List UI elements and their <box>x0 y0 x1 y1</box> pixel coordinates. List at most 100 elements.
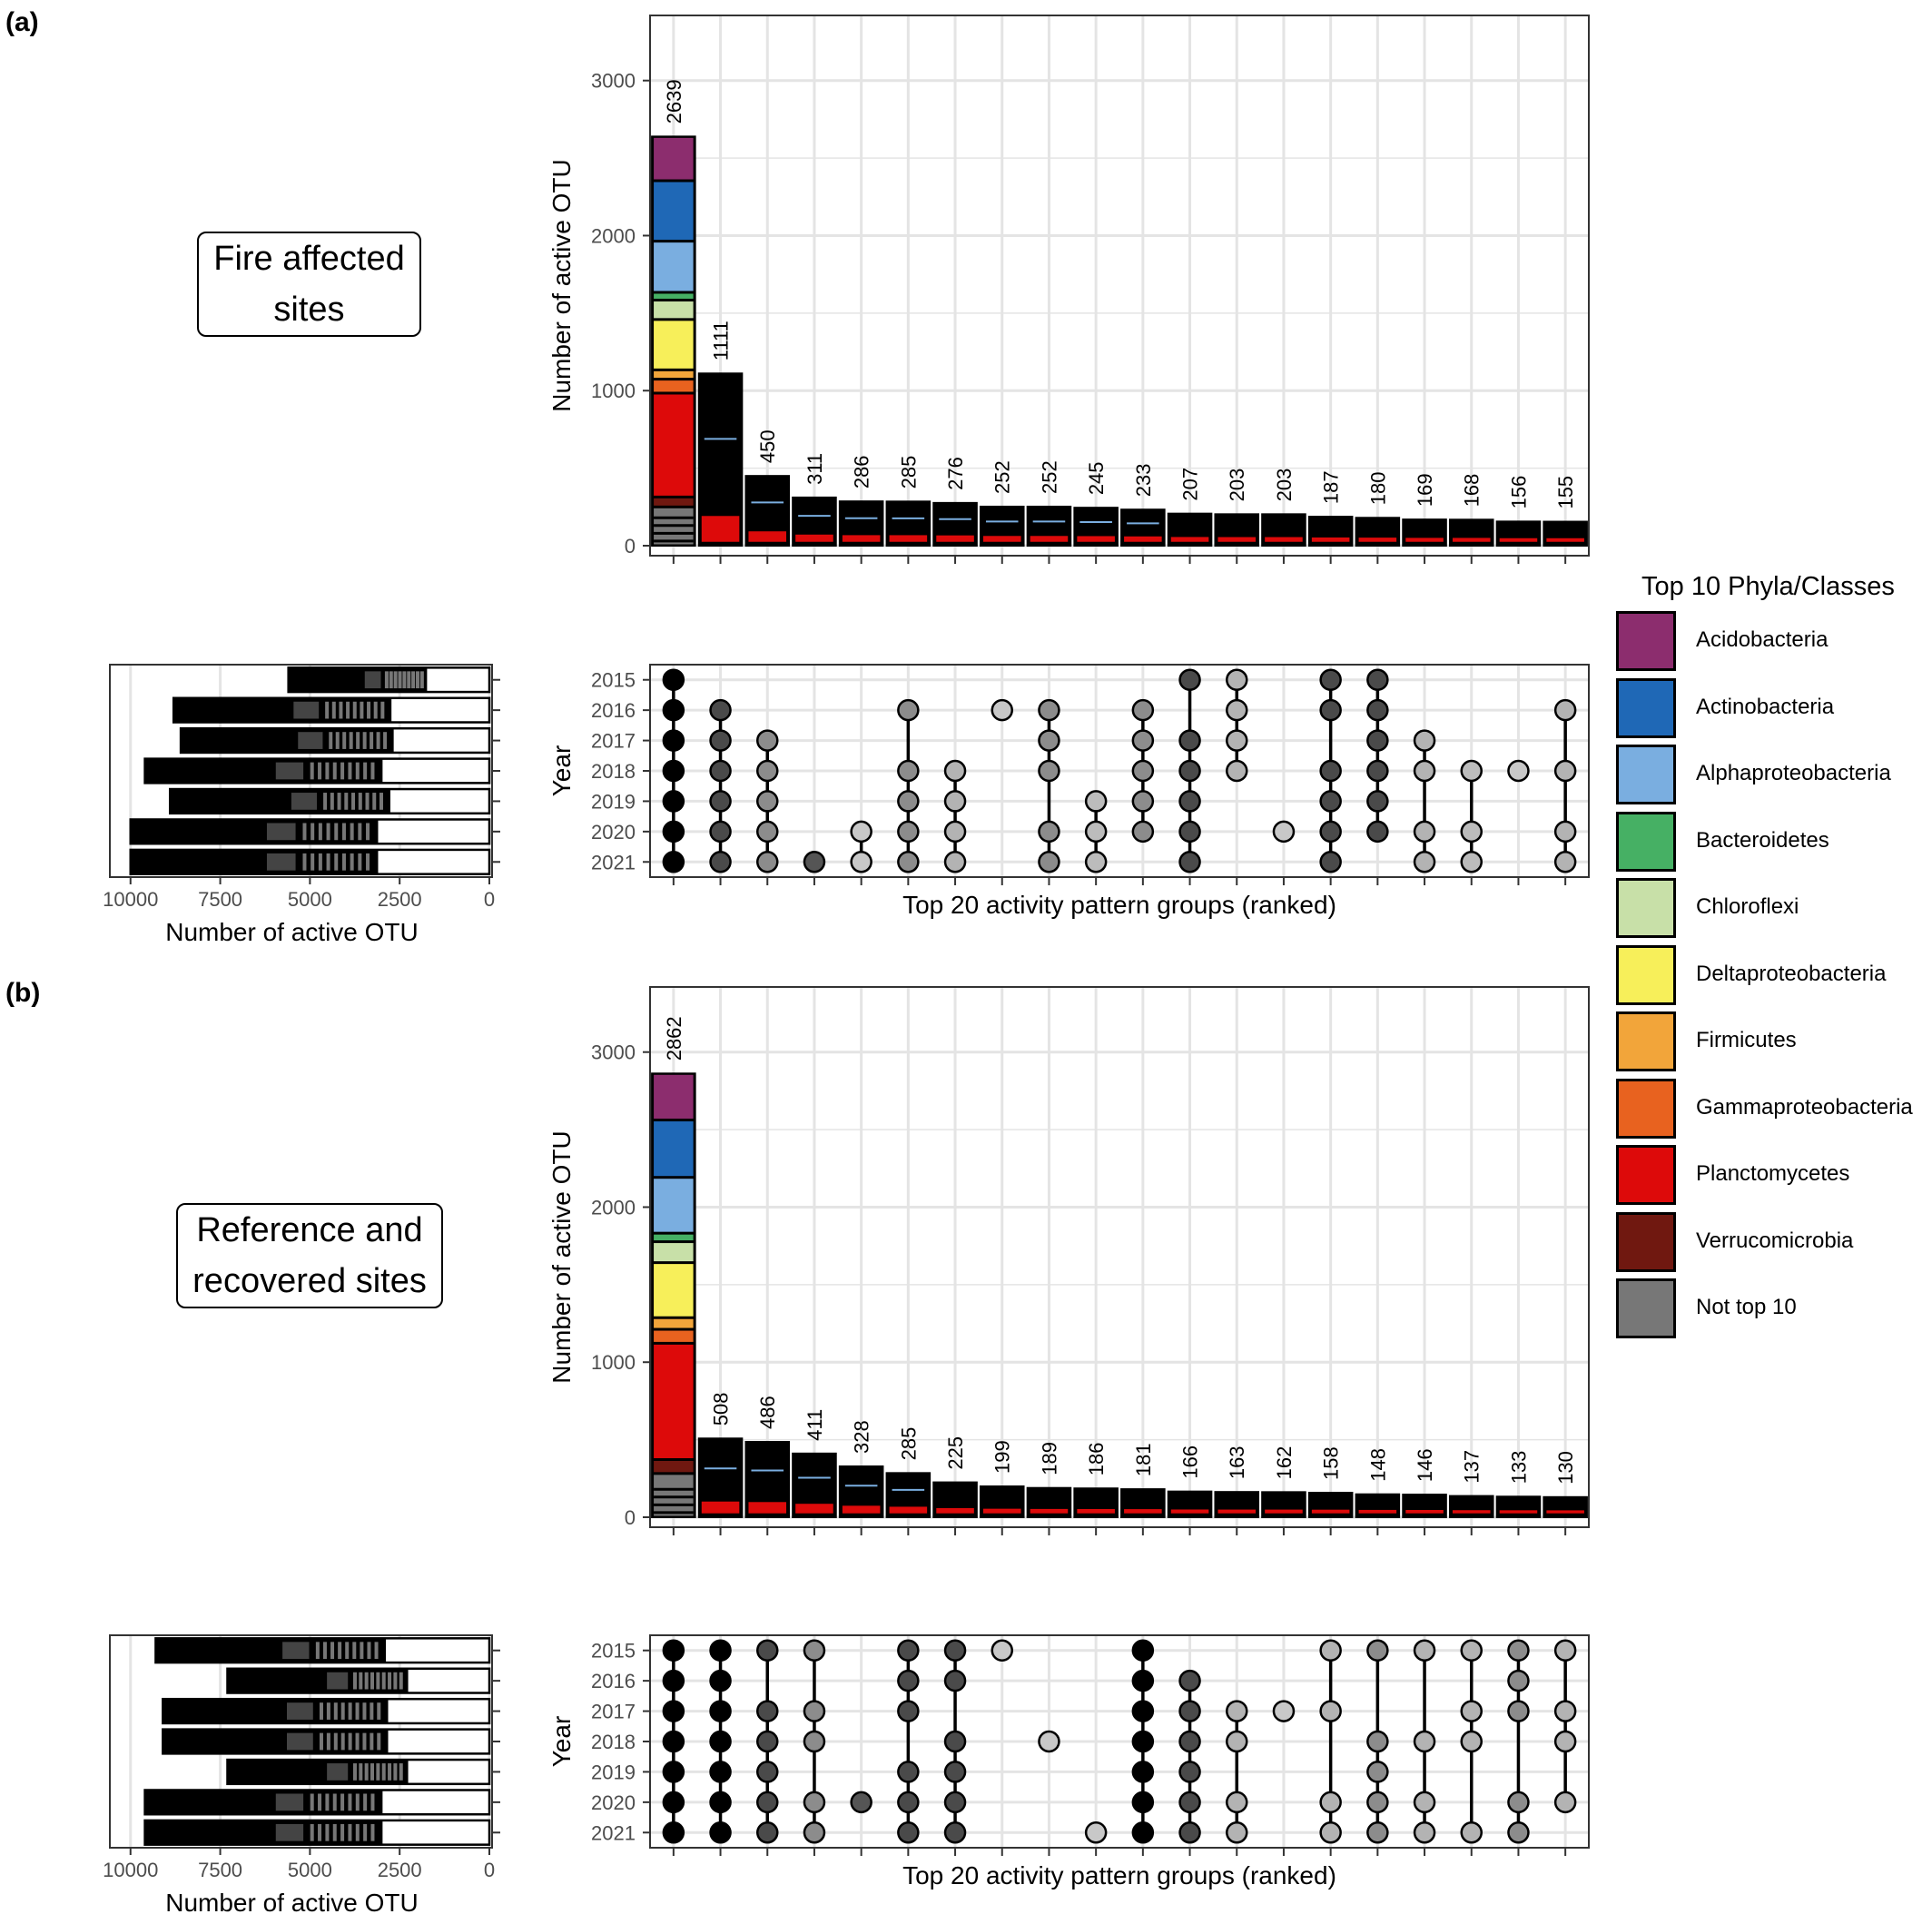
year-total-stripe <box>366 853 370 871</box>
year-total-segment <box>266 853 296 871</box>
bar-panel-border <box>649 986 1590 1528</box>
matrix-dot <box>1319 1700 1342 1722</box>
matrix-dot <box>1366 1730 1389 1753</box>
matrix-dot <box>1178 668 1201 691</box>
matrix-dot <box>662 698 685 722</box>
matrix-dot <box>897 698 920 722</box>
matrix-dot <box>756 1761 779 1783</box>
year-total-stripe <box>322 1642 327 1660</box>
bar-accent-stripe <box>936 535 974 542</box>
matrix-dot <box>897 1669 920 1692</box>
matrix-dot <box>1131 759 1155 783</box>
legend-label: Verrucomicrobia <box>1696 1228 1854 1253</box>
bar-value-label: 311 <box>803 453 826 485</box>
matrix-dot <box>756 759 779 783</box>
site-label-reference: Reference and recovered sites <box>176 1203 443 1308</box>
matrix-dot <box>1178 851 1201 873</box>
matrix-dot <box>897 1639 920 1662</box>
matrix-dot <box>1507 1639 1530 1662</box>
matrix-dot <box>1366 698 1389 722</box>
matrix-dot <box>850 851 872 873</box>
matrix-dot <box>1131 1639 1155 1662</box>
legend-label: Chloroflexi <box>1696 894 1799 919</box>
matrix-x-axis-title: Top 20 activity pattern groups (ranked) <box>902 891 1336 919</box>
matrix-dot <box>709 820 732 844</box>
year-total-stripe <box>372 793 377 810</box>
year-total-stripe <box>318 823 322 841</box>
matrix-year-label: 2019 <box>591 790 636 813</box>
year-total-stripe <box>376 732 380 749</box>
matrix-dot <box>662 1791 685 1814</box>
matrix-dot <box>943 759 967 783</box>
year-total-stripe <box>329 732 333 749</box>
year-total-fill <box>144 1820 383 1845</box>
matrix-dot <box>1507 1669 1530 1692</box>
site-label-fire-line1: Fire affected <box>213 240 405 278</box>
year-total-stripe <box>370 1702 374 1720</box>
year-total-stripe <box>365 793 370 810</box>
legend-key-swatch <box>1616 745 1676 804</box>
matrix-dot <box>1226 1730 1248 1753</box>
year-total-stripe <box>399 1763 403 1781</box>
bar-value-label: 328 <box>851 1420 873 1454</box>
matrix-dot <box>662 1761 685 1783</box>
bar-segment <box>654 1179 694 1232</box>
matrix-dot <box>1226 759 1248 783</box>
bar-accent-stripe <box>1030 1508 1069 1514</box>
legend-key-swatch <box>1616 811 1676 872</box>
matrix-dot <box>897 1821 920 1844</box>
bar-accent-stripe <box>1546 538 1584 542</box>
year-total-stripe <box>362 732 367 749</box>
matrix-dot <box>1178 790 1201 813</box>
bar-accent-stripe <box>842 535 881 542</box>
year-total-stripe <box>398 671 402 689</box>
year-total-stripe <box>340 1732 345 1751</box>
matrix-dot <box>943 790 967 813</box>
matrix-year-label: 2020 <box>591 821 636 844</box>
matrix-dot <box>1131 1821 1155 1844</box>
year-total-segment <box>282 1642 310 1660</box>
year-total-stripe <box>377 1732 381 1751</box>
bar-accent-stripe <box>1405 538 1444 542</box>
matrix-dot <box>1553 1700 1577 1722</box>
year-total-fill <box>155 1638 387 1663</box>
bar-accent-stripe <box>748 531 787 542</box>
bar-accent-stripe <box>748 1502 787 1514</box>
year-total-stripe <box>318 762 322 780</box>
matrix-dot <box>1553 1791 1577 1814</box>
year-total-stripe <box>367 701 371 719</box>
year-total-segment <box>275 1823 304 1841</box>
bar-value-label: 245 <box>1085 461 1108 495</box>
legend-label: Gammaproteobacteria <box>1696 1094 1913 1120</box>
bar-y-tick-label: 2000 <box>591 224 636 247</box>
matrix-dot <box>1084 1821 1108 1844</box>
legend-item: Deltaproteobacteria <box>1616 944 1925 1012</box>
year-total-stripe <box>338 1642 342 1660</box>
year-total-stripe <box>360 1642 364 1660</box>
matrix-dot <box>1319 790 1342 813</box>
year-totals-x-tick-label: 10000 <box>103 1859 158 1881</box>
legend-key-swatch <box>1616 677 1676 738</box>
matrix-dot <box>1507 759 1530 783</box>
legend-label: Firmicutes <box>1696 1028 1797 1052</box>
matrix-dot <box>1366 1761 1389 1783</box>
matrix-dot <box>1413 1821 1436 1844</box>
bar-value-label: 276 <box>944 457 967 490</box>
year-totals-x-tick-label: 0 <box>484 888 495 911</box>
year-total-fill <box>227 1760 409 1784</box>
year-total-stripe <box>331 701 336 719</box>
year-total-stripe <box>359 1672 363 1690</box>
matrix-dot <box>1413 729 1436 752</box>
matrix-dot <box>756 1639 779 1662</box>
year-total-stripe <box>370 732 374 749</box>
matrix-dot <box>709 1639 732 1662</box>
matrix-y-axis-title: Year <box>547 1716 576 1768</box>
legend-label: Alphaproteobacteria <box>1696 761 1891 785</box>
matrix-dot <box>756 820 779 844</box>
matrix-dot <box>1272 820 1296 844</box>
matrix-year-label: 2016 <box>591 699 636 722</box>
bar-segment <box>654 394 694 496</box>
year-total-stripe <box>340 1823 345 1841</box>
matrix-dot <box>803 1791 826 1814</box>
